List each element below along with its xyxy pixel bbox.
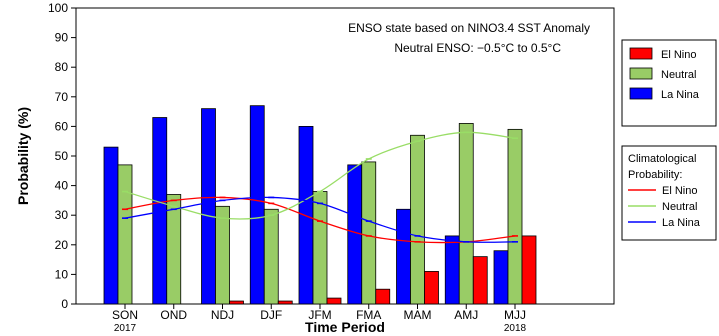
- y-tick-label: 10: [55, 267, 69, 281]
- bar-el-nino: [521, 235, 537, 305]
- x-tick-label: DJF: [260, 308, 282, 322]
- y-tick-label: 20: [55, 238, 69, 252]
- y-axis-title: Probability (%): [15, 107, 31, 205]
- climatology-legend-title-2: Probability:: [628, 169, 682, 181]
- bar-neutral: [410, 134, 425, 305]
- bar-neutral: [263, 208, 279, 305]
- annotation-title: ENSO state based on NINO3.4 SST Anomaly: [348, 21, 590, 35]
- bar-neutral: [215, 205, 230, 305]
- bar-la-nina: [201, 108, 216, 305]
- bar-neutral: [458, 123, 474, 305]
- climatology-legend-label: El Nino: [662, 185, 697, 197]
- x-tick-label: FMA: [356, 308, 381, 322]
- bar-la-nina: [444, 235, 460, 305]
- year-label: 2017: [114, 323, 137, 334]
- bar-neutral: [361, 161, 377, 305]
- climatology-legend-box: [621, 145, 717, 241]
- year-label: 2018: [504, 323, 527, 334]
- bar-el-nino: [424, 271, 439, 305]
- bar-el-nino: [229, 300, 244, 305]
- climatology-legend-title-1: Climatological: [628, 153, 696, 165]
- bars-group: [103, 105, 537, 305]
- bar-la-nina: [103, 146, 119, 305]
- bar-el-nino: [375, 288, 391, 305]
- x-axis: SON OND NDJ DJF JFM FMA MAM AMJ MJJ 2017 2018: [112, 304, 527, 334]
- x-tick-label: SON: [112, 308, 138, 322]
- bar-el-nino: [472, 256, 488, 305]
- legend-swatch: [629, 87, 653, 100]
- bar-neutral: [117, 164, 133, 305]
- x-tick-label: JFM: [308, 308, 331, 322]
- annotation-neutral-range: Neutral ENSO: −0.5°C to 0.5°C: [394, 41, 561, 55]
- y-tick-label: 80: [55, 60, 69, 74]
- bar-la-nina: [493, 250, 509, 305]
- bar-el-nino: [277, 300, 293, 305]
- y-tick-label: 100: [48, 1, 68, 15]
- bar-la-nina: [249, 105, 265, 305]
- legend-label: La Nina: [661, 89, 700, 101]
- legend-label: Neutral: [661, 69, 696, 81]
- bar-el-nino: [326, 297, 342, 305]
- bar-neutral: [507, 128, 523, 305]
- x-tick-label: OND: [160, 308, 187, 322]
- y-tick-label: 30: [55, 208, 69, 222]
- y-tick-label: 60: [55, 119, 69, 133]
- y-axis: 0 10 20 30 40 50 60 70 80 90 100: [48, 1, 76, 311]
- bar-neutral: [166, 194, 182, 305]
- bar-legend: El Nino Neutral La Nina: [621, 39, 717, 127]
- x-tick-label: MJJ: [504, 308, 526, 322]
- y-tick-label: 90: [55, 31, 69, 45]
- climatology-legend: Climatological Probability: El Nino Neutr…: [621, 145, 717, 241]
- x-tick-label: AMJ: [454, 308, 478, 322]
- x-tick-label: MAM: [404, 308, 432, 322]
- y-tick-label: 70: [55, 90, 69, 104]
- y-tick-label: 0: [61, 297, 68, 311]
- legend-label: El Nino: [661, 49, 696, 61]
- x-tick-label: NDJ: [211, 308, 234, 322]
- y-tick-label: 40: [55, 179, 69, 193]
- bar-la-nina: [347, 164, 363, 305]
- legend-swatch: [629, 47, 653, 60]
- climatology-legend-label: Neutral: [662, 201, 697, 213]
- bar-la-nina: [396, 208, 411, 305]
- x-axis-title: Time Period: [305, 319, 385, 335]
- legend-swatch: [629, 67, 653, 80]
- bar-neutral: [312, 191, 328, 305]
- climatology-legend-label: La Nina: [662, 217, 701, 229]
- y-tick-label: 50: [55, 149, 69, 163]
- climatology-lines: [122, 131, 518, 244]
